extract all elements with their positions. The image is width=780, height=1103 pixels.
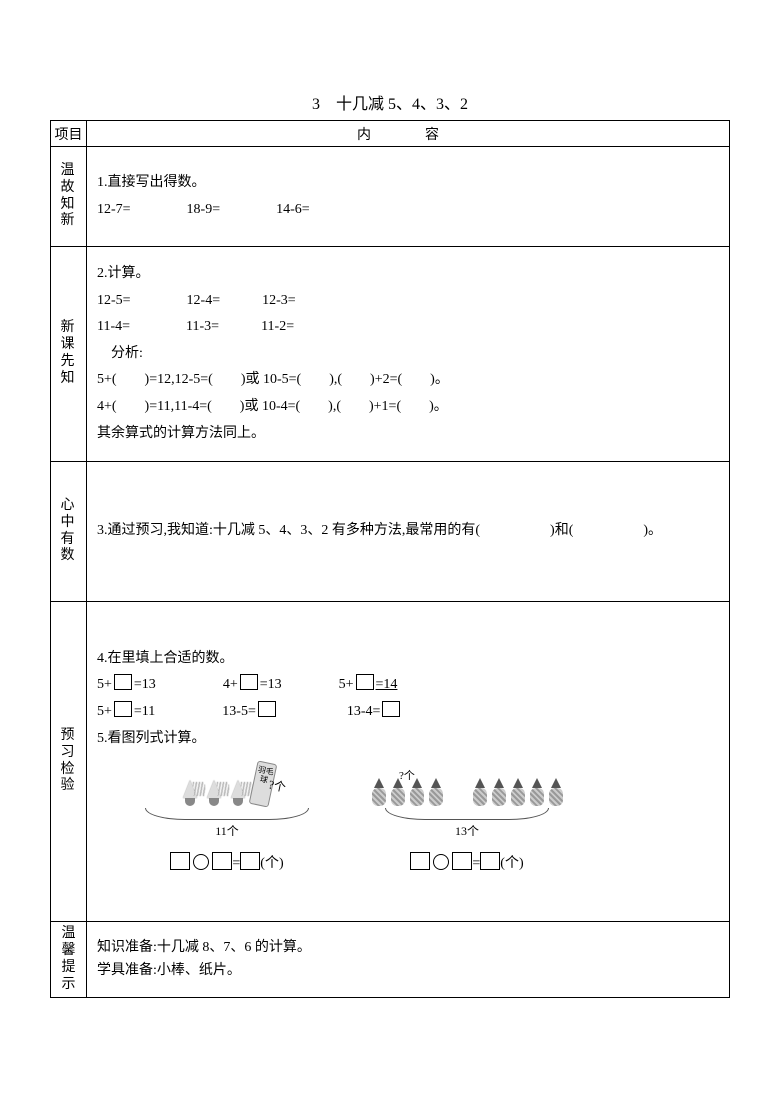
q2-line-e: 其余算式的计算方法同上。 [97, 421, 719, 448]
content-tips: 知识准备:十几减 8、7、6 的计算。 学具准备:小棒、纸片。 [87, 922, 730, 998]
q2-line-d: 4+( )=11,11-4=( )或 10-4=( ),( )+1=( )。 [97, 394, 719, 421]
pineapple-group: ?个 [370, 778, 445, 806]
side-review: 温故知新 [51, 147, 87, 247]
q2-line-b: 11-4= 11-3= 11-2= [97, 314, 719, 341]
blank-box [382, 701, 400, 717]
pineapple-icon [427, 778, 445, 806]
shuttlecock-icon [181, 780, 199, 806]
q2-line-a: 12-5= 12-4= 12-3= [97, 288, 719, 315]
picture-pineapples: ?个 [367, 758, 567, 877]
main-table: 项目 内 容 温故知新 1.直接写出得数。 12-7= 18-9= 14-6= … [50, 120, 730, 998]
pineapple-icon [528, 778, 546, 806]
q2-analysis: 分析: [97, 341, 719, 368]
content-newlesson: 2.计算。 12-5= 12-4= 12-3= 11-4= 11-3= 11-2… [87, 247, 730, 462]
page-title: 3 十几减 5、4、3、2 [50, 90, 730, 114]
header-project: 项目 [51, 121, 87, 147]
answer-line: =(个) [367, 851, 567, 878]
pineapple-icon [547, 778, 565, 806]
blank-box [114, 674, 132, 690]
q1-label: 1.直接写出得数。 [97, 170, 719, 197]
q1-equations: 12-7= 18-9= 14-6= [97, 197, 719, 224]
header-content: 内 容 [87, 121, 730, 147]
bracket-icon [145, 808, 309, 820]
content-preview: 4.在里填上合适的数。 5+=13 4+=13 5+=14 5+=11 13-5… [87, 602, 730, 922]
blank-box [258, 701, 276, 717]
picture-shuttlecocks: 羽毛球?个 11个 =(个) [127, 758, 327, 877]
content-review: 1.直接写出得数。 12-7= 18-9= 14-6= [87, 147, 730, 247]
blank-box [356, 674, 374, 690]
pineapple-group [471, 778, 565, 806]
q4-row2: 5+=11 13-5= 13-4= [97, 699, 719, 726]
content-mind: 3.通过预习,我知道:十几减 5、4、3、2 有多种方法,最常用的有( )和( … [87, 462, 730, 602]
q2-label: 2.计算。 [97, 261, 719, 288]
q4-row1: 5+=13 4+=13 5+=14 [97, 672, 719, 699]
count-label: 13个 [367, 820, 567, 843]
tips-line1: 知识准备:十几减 8、7、6 的计算。 [97, 937, 719, 959]
count-label: 11个 [127, 820, 327, 843]
side-newlesson: 新课先知 [51, 247, 87, 462]
side-mind: 心中有数 [51, 462, 87, 602]
bracket-icon [385, 808, 549, 820]
pineapple-icon [370, 778, 388, 806]
blank-box [240, 674, 258, 690]
pineapple-icon [490, 778, 508, 806]
side-preview: 预习检验 [51, 602, 87, 922]
answer-line: =(个) [127, 851, 327, 878]
q3-text: 3.通过预习,我知道:十几减 5、4、3、2 有多种方法,最常用的有( )和( … [97, 518, 719, 545]
shuttlecock-icon [229, 780, 247, 806]
tips-line2: 学具准备:小棒、纸片。 [97, 960, 719, 982]
pineapple-icon [471, 778, 489, 806]
shuttlecock-icon [205, 780, 223, 806]
q2-line-c: 5+( )=12,12-5=( )或 10-5=( ),( )+2=( )。 [97, 367, 719, 394]
q4-label: 4.在里填上合适的数。 [97, 646, 719, 673]
blank-box [114, 701, 132, 717]
side-tips: 温馨提示 [51, 922, 87, 998]
tube-icon: 羽毛球?个 [249, 761, 278, 808]
q5-label: 5.看图列式计算。 [97, 726, 719, 753]
pineapple-icon [509, 778, 527, 806]
